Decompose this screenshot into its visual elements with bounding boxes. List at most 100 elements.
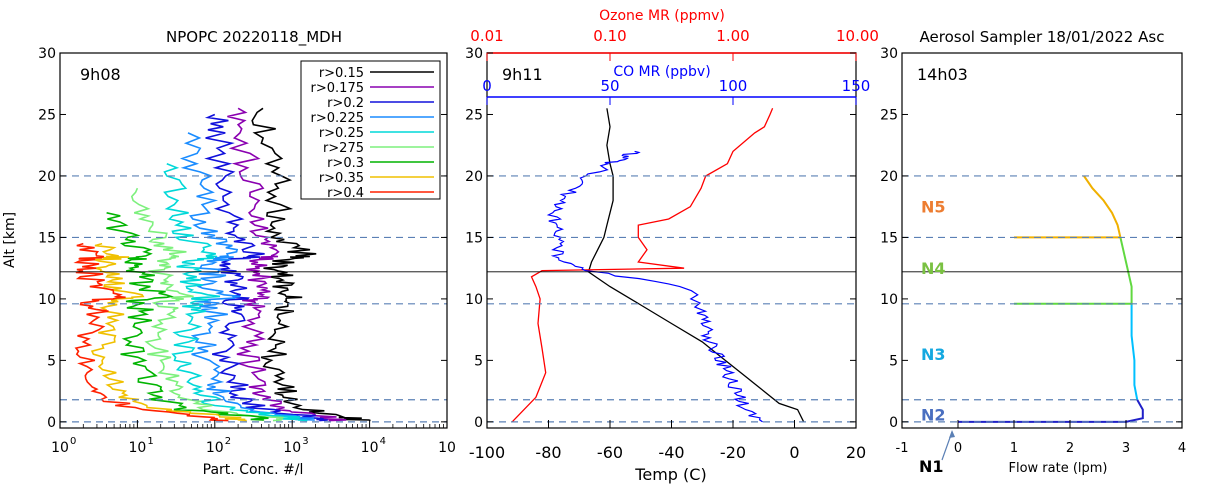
- panel2-time-label: 9h11: [502, 65, 543, 84]
- ozone-tick-label: 10.00: [836, 27, 879, 45]
- co-ticks: 0 50 100 150: [482, 77, 870, 105]
- y-tick-label: 30: [880, 46, 898, 62]
- y-tick-label: 0: [47, 415, 56, 431]
- y-tick-label: 10: [465, 292, 483, 308]
- flow-segment-line: [1130, 303, 1139, 400]
- segment-labels: N1 N2 N3 N4 N5: [919, 198, 955, 476]
- x-tick-label: 10: [206, 440, 224, 456]
- x-tick-label: 20: [846, 443, 866, 462]
- ozone-axis-label: Ozone MR (ppmv): [599, 8, 725, 24]
- legend-label: r>0.4: [327, 186, 364, 201]
- panel1-title: NPOPC 20220118_MDH: [166, 28, 342, 47]
- y-tick-label: 5: [474, 353, 483, 369]
- y-tick-label: 5: [889, 353, 898, 369]
- y-tick-label: 25: [880, 107, 898, 123]
- y-tick-label: 25: [465, 107, 483, 123]
- panel1-x-ticks: 10 0 10 1 10 2 10 3 10 4 10: [51, 420, 456, 456]
- series-line-r>0.2: [204, 113, 328, 422]
- x-tick-exponent: 2: [225, 436, 231, 447]
- series-line-r>0.225: [179, 132, 316, 422]
- co-tick-label: 150: [842, 77, 871, 95]
- series-line-r>275: [130, 187, 284, 422]
- series-line-ozone: [511, 108, 774, 423]
- segment-label: N5: [921, 198, 946, 217]
- legend-label: r>0.225: [311, 111, 364, 126]
- legend-label: r>0.25: [319, 126, 364, 141]
- x-tick-label: 10: [128, 440, 146, 456]
- y-tick-label: 0: [889, 415, 898, 431]
- panel1-y-label: Alt [km]: [2, 212, 18, 268]
- x-tick-label: 0: [954, 441, 962, 456]
- legend-label: r>0.3: [327, 156, 364, 171]
- panel2-y-ticks: 0 5 10 15 20 25 30: [465, 46, 856, 431]
- panel3-y-ticks: 0 5 10 15 20 25 30: [880, 46, 1182, 431]
- series-line-r>0.3: [106, 212, 269, 421]
- legend-label: r>0.15: [319, 66, 364, 81]
- flow-segment-line: [1014, 175, 1122, 239]
- series-line-co: [546, 150, 763, 423]
- y-tick-label: 30: [38, 46, 56, 62]
- x-tick-label: -1: [896, 441, 909, 456]
- series-line-r>0.4: [73, 242, 229, 422]
- y-tick-label: 15: [465, 230, 483, 246]
- flow-segment-line: [1014, 237, 1133, 305]
- co-tick-label: 100: [719, 77, 748, 95]
- legend: r>0.15r>0.175r>0.2r>0.225r>0.25r>275r>0.…: [300, 60, 441, 201]
- series-line-r>0.15: [251, 107, 371, 422]
- segment-label-n1: N1: [919, 457, 944, 476]
- x-tick-label: -60: [597, 443, 623, 462]
- x-tick-label: 10: [361, 440, 379, 456]
- legend-label: r>0.35: [319, 171, 364, 186]
- x-tick-exponent: 1: [147, 436, 153, 447]
- y-tick-label: 20: [465, 169, 483, 185]
- y-tick-label: 15: [880, 230, 898, 246]
- ozone-ticks: 0.01 0.10 1.00 10.00: [470, 27, 879, 61]
- panel1-frame: [59, 52, 448, 429]
- panel2-guides: [487, 175, 856, 423]
- x-tick-label: 4: [1178, 441, 1186, 456]
- y-tick-label: 5: [47, 353, 56, 369]
- x-tick-label: 10: [438, 440, 456, 456]
- y-tick-label: 20: [880, 169, 898, 185]
- y-tick-label: 30: [465, 46, 483, 62]
- x-tick-label: -40: [658, 443, 684, 462]
- x-tick-label: 3: [1122, 441, 1130, 456]
- y-tick-label: 25: [38, 107, 56, 123]
- segment-label: N4: [921, 259, 946, 278]
- panel3-time-label: 14h03: [917, 65, 968, 84]
- flow-segment-line: [958, 399, 1144, 423]
- x-tick-label: -100: [469, 443, 505, 462]
- panel2-x-ticks: -100 -80 -60 -40 -20 0 20: [469, 420, 866, 462]
- panel3-frame: [901, 52, 1183, 429]
- co-tick-label: 0: [482, 77, 492, 95]
- n1-pointer-arrow: [949, 430, 955, 438]
- x-tick-label: 10: [51, 440, 69, 456]
- y-tick-label: 15: [38, 230, 56, 246]
- segment-label: N3: [921, 345, 946, 364]
- co-tick-label: 50: [600, 77, 619, 95]
- panel-profiles: 0 5 10 15 20 25 30 -100 -80 -60 -40 -20 0 20 0.01 0.1…: [465, 8, 879, 484]
- panel1-guides: [60, 175, 447, 423]
- panel3-guides: [902, 175, 1182, 423]
- segment-label: N2: [921, 405, 946, 424]
- legend-label: r>0.2: [327, 96, 364, 111]
- ozone-tick-label: 0.10: [593, 27, 626, 45]
- x-tick-exponent: 4: [380, 436, 386, 447]
- y-tick-label: 20: [38, 169, 56, 185]
- panel1-time-label: 9h08: [80, 65, 121, 84]
- panel3-marks: [958, 175, 1144, 423]
- x-tick-label: -20: [720, 443, 746, 462]
- series-line-r>0.175: [227, 107, 347, 422]
- series-line-r>0.25: [163, 162, 308, 422]
- y-tick-label: 10: [880, 292, 898, 308]
- x-tick-exponent: 0: [70, 436, 76, 447]
- legend-label: r>0.175: [311, 81, 364, 96]
- ozone-tick-label: 1.00: [716, 27, 749, 45]
- panel2-frame: [486, 52, 857, 429]
- panel2-marks: [511, 108, 805, 423]
- x-tick-label: 2: [1066, 441, 1074, 456]
- x-tick-exponent: 3: [302, 436, 308, 447]
- panel1-marks: [73, 107, 371, 422]
